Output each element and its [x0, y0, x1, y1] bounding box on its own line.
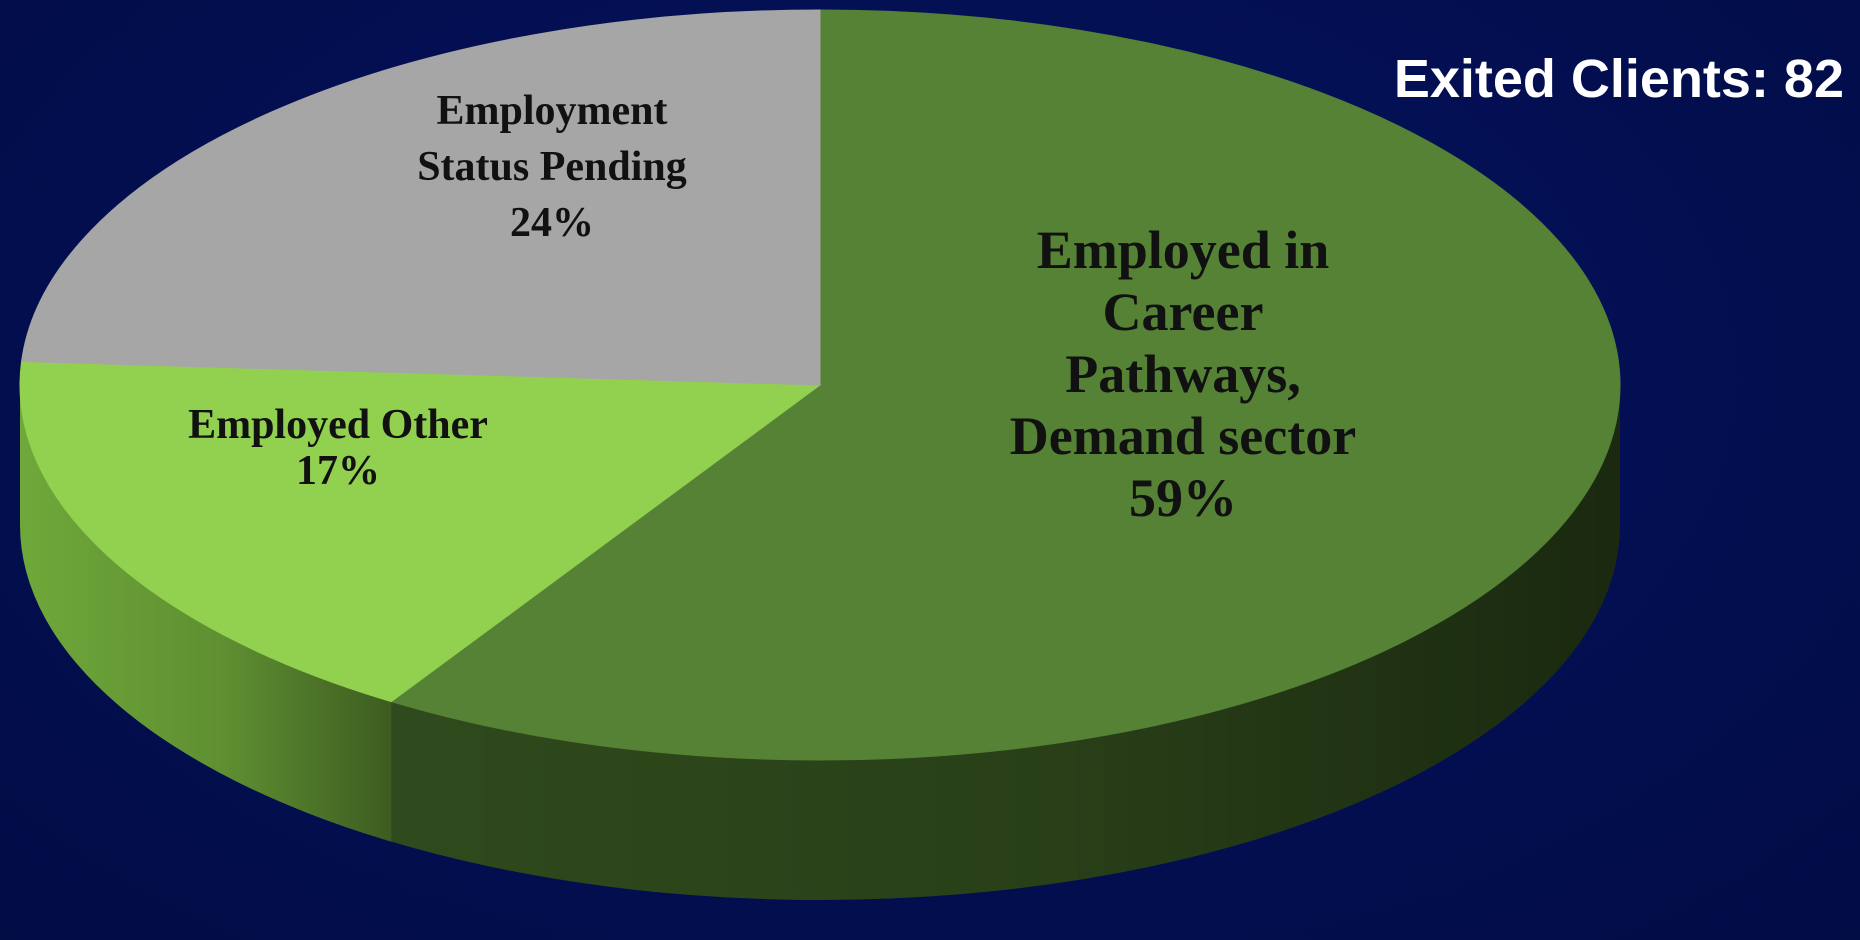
pie-slice-percent-0: 59% — [1129, 468, 1237, 528]
pie-slice-side-shade-0 — [391, 385, 1620, 900]
pie-slice-label-line-2-1: Status Pending — [417, 144, 687, 190]
pie-slice-side-shade-1 — [20, 385, 392, 842]
pie-slice-2 — [21, 9, 821, 386]
pie-slice-label-line-1-0: Employed Other — [188, 402, 488, 448]
pie-sides — [20, 385, 1620, 900]
pie-slice-percent-2: 24% — [510, 200, 594, 246]
pie-slice-label-2: Employment Status Pending 24% — [417, 88, 687, 246]
pie-slice-label-line-0-2: Pathways, — [1065, 344, 1301, 404]
pie-labels: Employed in Career Pathways, Demand sector 5… — [188, 88, 1356, 528]
pie-tops — [19, 9, 1621, 761]
pie-slice-label-line-0-3: Demand sector — [1010, 406, 1356, 466]
pie-slice-percent-1: 17% — [296, 448, 380, 494]
pie-slice-label-1: Employed Other 17% — [188, 402, 488, 494]
pie-slice-1 — [19, 360, 822, 703]
pie-slice-label-line-2-0: Employment — [437, 88, 668, 134]
pie-slice-label-0: Employed in Career Pathways, Demand sector 5… — [1010, 220, 1356, 528]
exited-clients-headline: Exited Clients: 82 — [1393, 49, 1844, 109]
pie-slice-label-line-0-0: Employed in — [1037, 220, 1330, 280]
pie-slice-label-line-0-1: Career — [1103, 282, 1264, 342]
pie-slice-0 — [390, 9, 1621, 761]
